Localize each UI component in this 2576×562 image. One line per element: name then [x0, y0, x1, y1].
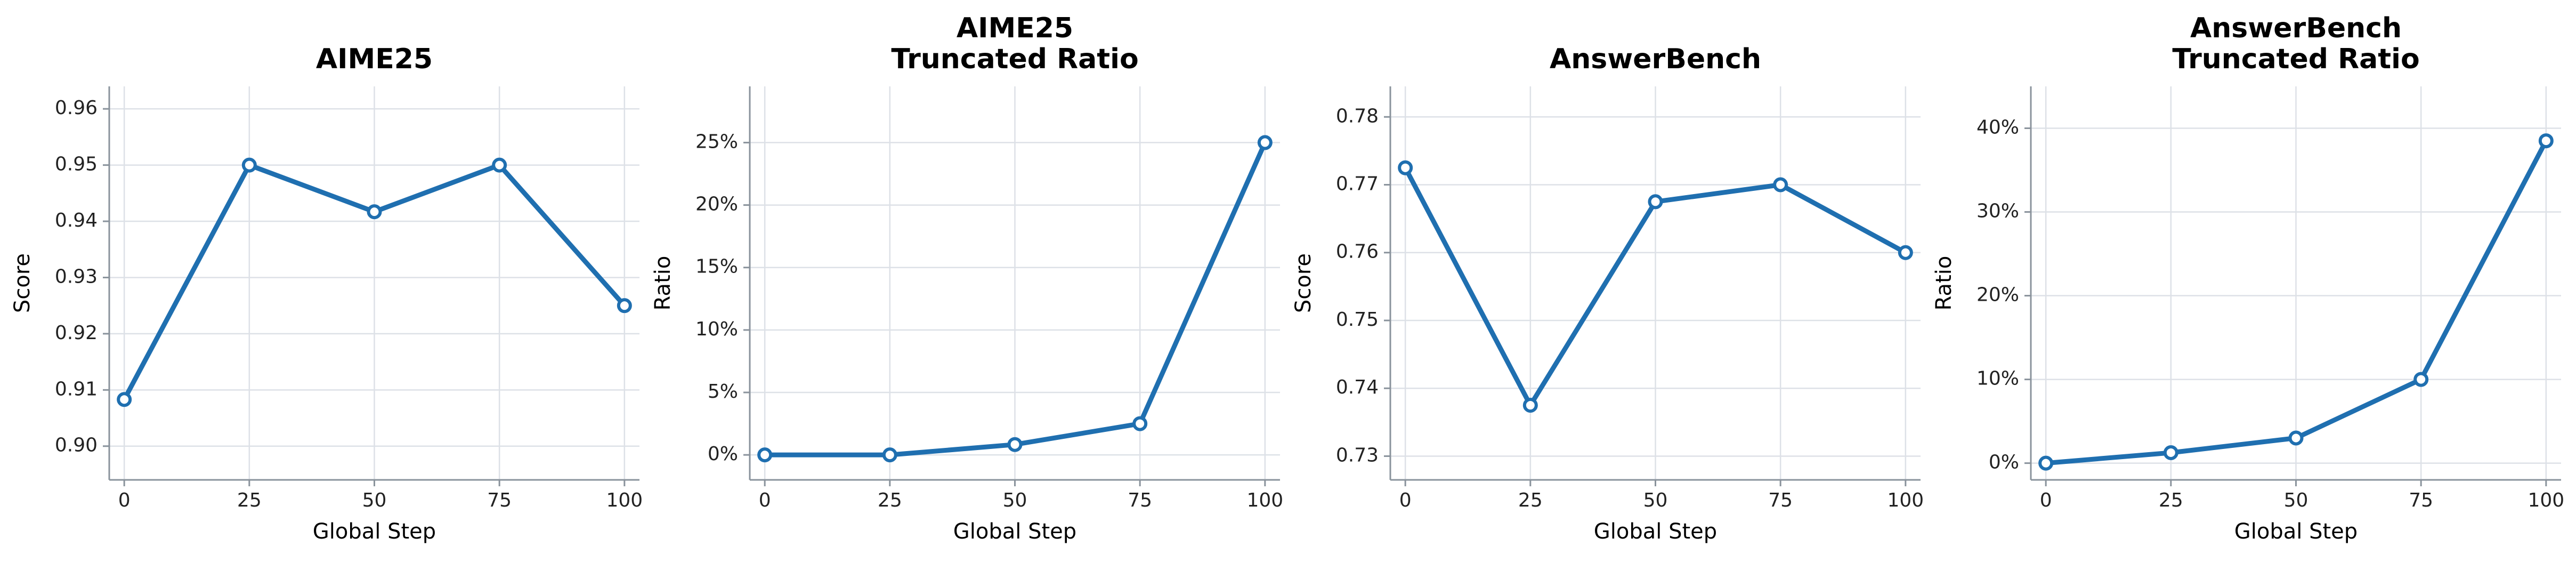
- data-point: [1648, 194, 1663, 210]
- y-tick-label: 0%: [708, 443, 738, 465]
- chart-title: AnswerBench: [2190, 12, 2402, 44]
- x-tick-label: 100: [1887, 489, 1924, 511]
- chart-title: Truncated Ratio: [2172, 43, 2419, 75]
- x-tick-label: 50: [1003, 489, 1027, 511]
- y-tick-label: 0%: [1989, 452, 2019, 473]
- x-tick-label: 0: [2040, 489, 2052, 511]
- y-tick-label: 0.90: [55, 435, 98, 456]
- y-tick-label: 15%: [695, 256, 738, 278]
- x-tick-label: 50: [1643, 489, 1668, 511]
- data-point: [1132, 416, 1148, 431]
- y-tick-label: 0.96: [55, 97, 98, 119]
- x-tick-label: 75: [1768, 489, 1793, 511]
- x-tick-label: 0: [759, 489, 771, 511]
- y-axis-label: Score: [10, 253, 35, 313]
- y-axis-label: Ratio: [651, 256, 675, 311]
- x-tick-label: 100: [1246, 489, 1283, 511]
- y-tick-label: 20%: [695, 194, 738, 215]
- y-tick-label: 40%: [1976, 117, 2019, 139]
- chart-panel-1: 0.90 0.91 0.92 0.93 0.94 0.95 0.96 0 25 50 75 100 Gl…: [10, 43, 643, 544]
- x-axis-label: Global Step: [313, 519, 436, 544]
- data-point: [757, 447, 773, 463]
- data-point: [617, 298, 632, 314]
- x-tick-label: 50: [2284, 489, 2308, 511]
- x-tick-label: 75: [2409, 489, 2433, 511]
- y-tick-label: 30%: [1976, 200, 2019, 222]
- y-tick-label: 0.91: [55, 378, 98, 400]
- y-tick-label: 0.78: [1336, 105, 1379, 127]
- x-tick-label: 0: [118, 489, 131, 511]
- y-tick-label: 0.74: [1336, 376, 1379, 398]
- data-point: [117, 392, 132, 407]
- data-point: [1007, 437, 1023, 452]
- x-axis-label: Global Step: [1594, 519, 1717, 544]
- y-tick-label: 10%: [1976, 368, 2019, 390]
- y-tick-label: 0.75: [1336, 309, 1379, 331]
- y-tick-label: 0.73: [1336, 444, 1379, 466]
- y-tick-label: 0.77: [1336, 173, 1379, 195]
- chart-title: AIME25: [316, 43, 433, 75]
- y-tick-label: 25%: [695, 131, 738, 152]
- x-tick-label: 25: [878, 489, 902, 511]
- x-tick-label: 75: [1128, 489, 1152, 511]
- y-tick-label: 0.94: [55, 210, 98, 231]
- chart-panel-4: 0% 10% 20% 30% 40% 0 25 50 75 100 Global Step Ratio…: [1932, 12, 2564, 544]
- data-point: [2288, 430, 2304, 446]
- x-tick-label: 25: [1518, 489, 1543, 511]
- y-axis-label: Ratio: [1932, 256, 1956, 311]
- data-point: [1522, 398, 1538, 413]
- x-tick-label: 0: [1399, 489, 1412, 511]
- x-tick-label: 25: [2159, 489, 2183, 511]
- data-point: [1898, 245, 1913, 260]
- y-tick-label: 20%: [1976, 284, 2019, 306]
- data-point: [1773, 177, 1788, 192]
- y-tick-label: 0.92: [55, 322, 98, 344]
- chart-panel-3: 0.73 0.74 0.75 0.76 0.77 0.78 0 25 50 75 100 Global…: [1291, 43, 1924, 544]
- y-tick-label: 5%: [708, 381, 738, 403]
- x-tick-label: 100: [2528, 489, 2564, 511]
- data-point: [2413, 372, 2429, 387]
- data-point: [241, 157, 257, 173]
- data-point: [367, 204, 382, 220]
- data-point: [2538, 133, 2554, 149]
- data-point: [882, 447, 897, 463]
- y-tick-label: 10%: [695, 318, 738, 340]
- x-tick-label: 100: [606, 489, 643, 511]
- data-point: [492, 157, 507, 173]
- x-tick-label: 25: [237, 489, 262, 511]
- x-axis-label: Global Step: [2234, 519, 2358, 544]
- chart-title: AnswerBench: [1550, 43, 1761, 75]
- data-point: [2038, 455, 2054, 471]
- data-point: [1398, 160, 1413, 175]
- y-tick-label: 0.95: [55, 154, 98, 175]
- y-axis-label: Score: [1291, 253, 1316, 313]
- y-tick-label: 0.93: [55, 266, 98, 287]
- chart-panel-2: 0% 5% 10% 15% 20% 25% 0 25 50 75 100 Global Step Rat…: [651, 12, 1283, 544]
- data-point: [2163, 445, 2178, 460]
- data-point: [1257, 135, 1273, 150]
- x-axis-label: Global Step: [953, 519, 1076, 544]
- x-tick-label: 75: [487, 489, 512, 511]
- chart-title: AIME25: [957, 12, 1073, 44]
- chart-title: Truncated Ratio: [891, 43, 1138, 75]
- y-tick-label: 0.76: [1336, 241, 1379, 263]
- x-tick-label: 50: [362, 489, 387, 511]
